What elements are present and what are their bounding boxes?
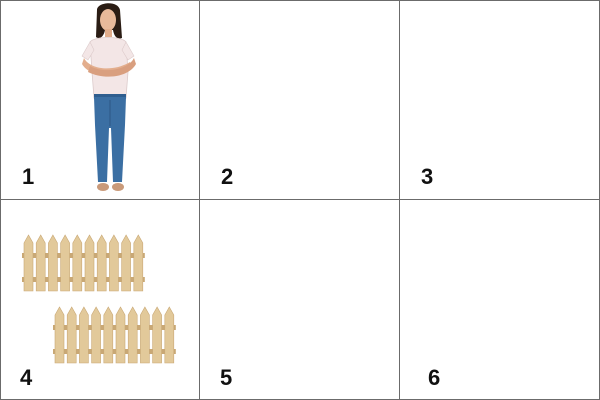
grid-cell-3: [400, 0, 600, 200]
grid-line-top: [0, 0, 600, 1]
cell-number-3: 3: [421, 164, 434, 189]
grid-cell-4: [0, 200, 200, 400]
fence-bottom: [53, 306, 176, 364]
grid-cell-5: [200, 200, 400, 400]
fence-image: [22, 234, 176, 364]
grid-cell-6: [400, 200, 600, 400]
grid-line-horizontal: [0, 199, 600, 200]
fence-top: [22, 234, 145, 292]
cell-number-6: 6: [428, 365, 441, 390]
cell-number-4: 4: [20, 365, 33, 390]
grid-line-vertical-2: [399, 0, 400, 400]
grid-line-vertical-1: [199, 0, 200, 400]
cell-number-2: 2: [221, 164, 234, 189]
woman-image: [81, 3, 136, 191]
grid-cell-2: [200, 0, 400, 200]
cell-number-5: 5: [220, 365, 233, 390]
grid-line-left: [0, 0, 1, 400]
cell-number-1: 1: [22, 164, 35, 189]
